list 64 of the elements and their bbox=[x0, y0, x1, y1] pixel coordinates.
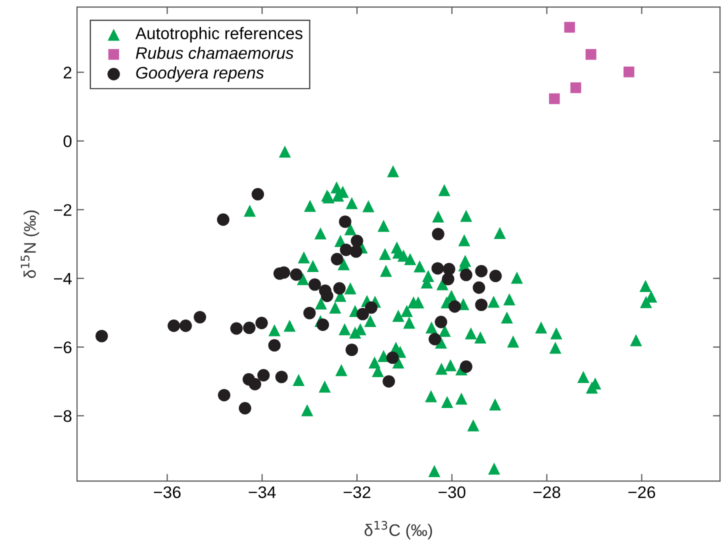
point bbox=[460, 268, 472, 282]
point bbox=[442, 272, 454, 286]
point bbox=[448, 300, 461, 313]
point bbox=[316, 318, 330, 331]
x-tick-label: −30 bbox=[438, 486, 466, 498]
point bbox=[194, 310, 206, 324]
y-tick-label: −2 bbox=[54, 204, 72, 216]
point bbox=[333, 282, 346, 295]
point bbox=[230, 322, 243, 335]
x-axis-title: δ$^{13}$C (‰) bbox=[364, 520, 432, 540]
point bbox=[350, 234, 364, 248]
y-tick-label: −8 bbox=[54, 410, 72, 422]
point bbox=[460, 360, 472, 373]
point bbox=[216, 213, 230, 226]
legend-label: Rubus chamaemorus bbox=[136, 46, 294, 59]
x-tick-label: −26 bbox=[628, 486, 656, 498]
point bbox=[346, 344, 358, 356]
x-tick-label: −36 bbox=[154, 486, 181, 498]
x-tick-label: −32 bbox=[344, 486, 370, 498]
x-tick-label: −28 bbox=[534, 486, 560, 498]
x-tick-label: −34 bbox=[248, 486, 276, 498]
point bbox=[338, 215, 352, 228]
point bbox=[255, 316, 268, 330]
point bbox=[586, 49, 596, 60]
point bbox=[275, 370, 288, 384]
y-axis-title: δ$^{15}$N (‰) bbox=[20, 210, 40, 278]
point bbox=[475, 264, 488, 278]
point bbox=[330, 252, 344, 266]
point bbox=[570, 82, 582, 94]
point bbox=[303, 306, 316, 320]
point bbox=[428, 332, 442, 346]
point bbox=[268, 339, 281, 352]
point bbox=[168, 320, 180, 332]
point bbox=[475, 298, 488, 312]
legend-label: Goodyera repens bbox=[136, 66, 264, 82]
point bbox=[386, 352, 399, 364]
point bbox=[549, 93, 560, 104]
y-tick-label: 0 bbox=[64, 135, 72, 148]
y-tick-label: −6 bbox=[54, 341, 72, 354]
y-tick-label: 2 bbox=[64, 66, 72, 78]
point bbox=[179, 320, 192, 332]
point bbox=[564, 22, 575, 33]
point bbox=[248, 378, 262, 390]
point bbox=[432, 228, 444, 240]
point bbox=[96, 330, 108, 342]
legend-label: Autotrophic references bbox=[135, 27, 302, 43]
point bbox=[252, 188, 264, 200]
point bbox=[243, 322, 256, 334]
point bbox=[320, 290, 334, 302]
point bbox=[308, 278, 321, 291]
point bbox=[382, 375, 396, 388]
point bbox=[218, 388, 230, 402]
point bbox=[238, 402, 252, 414]
point bbox=[434, 316, 448, 328]
point bbox=[356, 308, 369, 320]
point bbox=[624, 66, 634, 78]
point bbox=[350, 245, 362, 258]
point bbox=[365, 301, 378, 314]
point bbox=[472, 281, 486, 294]
y-tick-label: −4 bbox=[54, 272, 72, 284]
point bbox=[290, 268, 302, 281]
point bbox=[257, 369, 270, 382]
point bbox=[431, 262, 444, 275]
point bbox=[489, 270, 502, 282]
